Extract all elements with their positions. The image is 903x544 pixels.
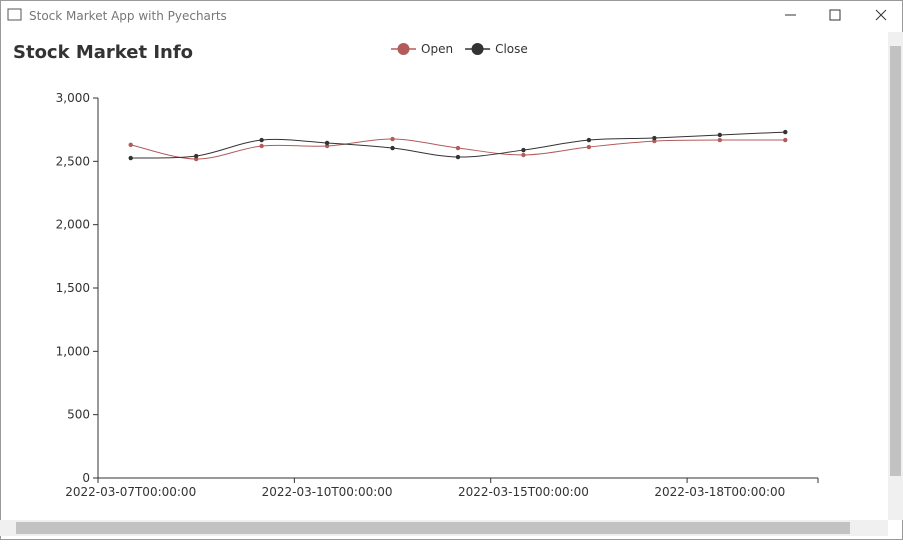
data-point [586,144,592,150]
data-point [128,155,133,161]
x-tick-label: 2022-03-10T00:00:00 [262,485,393,499]
data-point [652,135,657,141]
data-point [652,138,657,144]
vertical-scroll-thumb[interactable] [890,46,901,476]
maximize-button[interactable] [829,9,841,21]
data-point [390,136,395,142]
data-point [259,137,264,143]
data-point [717,137,723,143]
chart-title: Stock Market Info [13,42,193,63]
legend-symbol [397,43,410,55]
data-point [783,129,788,135]
y-tick-label: 2,000 [56,218,90,232]
data-point [586,137,592,143]
data-point [324,140,330,146]
y-tick-label: 500 [67,408,90,422]
data-point [717,132,723,138]
x-tick-label: 2022-03-15T00:00:00 [458,485,589,499]
x-tick-label: 2022-03-18T00:00:00 [654,485,785,499]
app-icon [7,8,22,21]
data-point [455,154,461,160]
data-point [259,143,264,149]
close-button[interactable] [875,9,887,21]
legend-symbol [471,43,484,55]
data-point [521,152,526,158]
data-point [521,147,526,153]
y-tick-label: 3,000 [56,91,90,105]
y-tick-label: 1,000 [56,344,90,358]
horizontal-scroll-thumb[interactable] [16,522,850,534]
y-tick-label: 0 [82,471,90,485]
y-tick-label: 2,500 [56,154,90,168]
data-point [455,145,461,151]
data-point [193,153,199,159]
data-point [193,156,199,162]
window-title: Stock Market App with Pyecharts [29,9,227,23]
data-point [390,145,395,151]
x-tick-label: 2022-03-07T00:00:00 [65,485,196,499]
y-tick-label: 1,500 [56,281,90,295]
legend-label: Open [421,42,453,56]
data-point [128,142,133,148]
data-point [324,143,330,149]
data-point [783,137,788,143]
legend-label: Close [495,42,528,56]
